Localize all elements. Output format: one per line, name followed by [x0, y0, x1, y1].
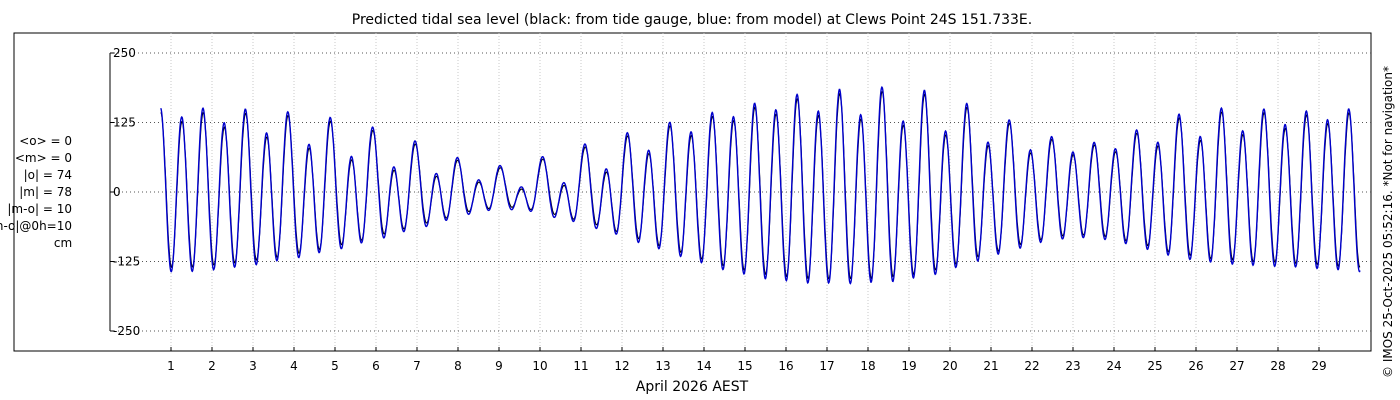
x-tick-label: 10: [532, 359, 547, 373]
x-tick-label: 13: [655, 359, 670, 373]
x-tick-label: 18: [860, 359, 875, 373]
plot-frame: [13, 32, 1372, 352]
x-tick-label: 8: [454, 359, 462, 373]
x-tick-label: 24: [1106, 359, 1121, 373]
series-layer: [160, 85, 1361, 285]
credit-text: © IMOS 25-Oct-2025 05:52:16. *Not for na…: [1381, 66, 1395, 378]
y-tick-label: 250: [113, 46, 136, 60]
stat-mean-obs: <o> = 0: [19, 134, 72, 148]
stat-abs-obs: |o| = 74: [24, 168, 72, 182]
x-tick-label: 12: [614, 359, 629, 373]
x-tick-label: 29: [1311, 359, 1326, 373]
x-tick-label: 11: [573, 359, 588, 373]
x-tick-label: 22: [1024, 359, 1039, 373]
x-tick-label: 20: [942, 359, 957, 373]
y-tick-label: -250: [113, 324, 140, 338]
x-tick-label: 9: [495, 359, 503, 373]
grid: [110, 33, 1371, 351]
x-tick-label: 16: [778, 359, 793, 373]
x-tick-label: 2: [208, 359, 216, 373]
x-tick-label: 25: [1147, 359, 1162, 373]
x-tick-label: 28: [1270, 359, 1285, 373]
x-tick-label: 4: [290, 359, 298, 373]
stat-abs-diff-0h: |m-o|@0h=10: [0, 219, 72, 233]
axes: 1 2 3 4 5 6 7 8 9 10 11 12 13 14 15 16 17 18 19 20 21 22 23 24 2…: [109, 46, 1327, 373]
x-tick-label: 21: [983, 359, 998, 373]
x-tick-label: 23: [1065, 359, 1080, 373]
stat-units: cm: [54, 236, 72, 250]
x-axis-label: April 2026 AEST: [636, 379, 749, 395]
stat-mean-model: <m> = 0: [15, 151, 72, 165]
x-tick-label: 17: [819, 359, 834, 373]
chart-title: Predicted tidal sea level (black: from t…: [352, 12, 1032, 28]
x-tick-label: 7: [413, 359, 421, 373]
series-line-model: [160, 85, 1361, 285]
x-tick-label: 15: [737, 359, 752, 373]
x-tick-label: 27: [1229, 359, 1244, 373]
y-tick-label: 0: [113, 185, 121, 199]
y-tick-label: -125: [113, 255, 140, 269]
stat-abs-diff: |m-o| = 10: [7, 202, 72, 216]
x-tick-label: 5: [331, 359, 339, 373]
stats-panel: <o> = 0 <m> = 0 |o| = 74 |m| = 78 |m-o| …: [0, 134, 72, 250]
stat-abs-model: |m| = 78: [19, 185, 72, 199]
x-tick-label: 6: [372, 359, 380, 373]
x-tick-label: 14: [696, 359, 711, 373]
x-tick-label: 26: [1188, 359, 1203, 373]
x-tick-label: 19: [901, 359, 916, 373]
x-tick-label: 3: [249, 359, 257, 373]
y-tick-label: 125: [113, 116, 136, 130]
x-tick-label: 1: [167, 359, 175, 373]
